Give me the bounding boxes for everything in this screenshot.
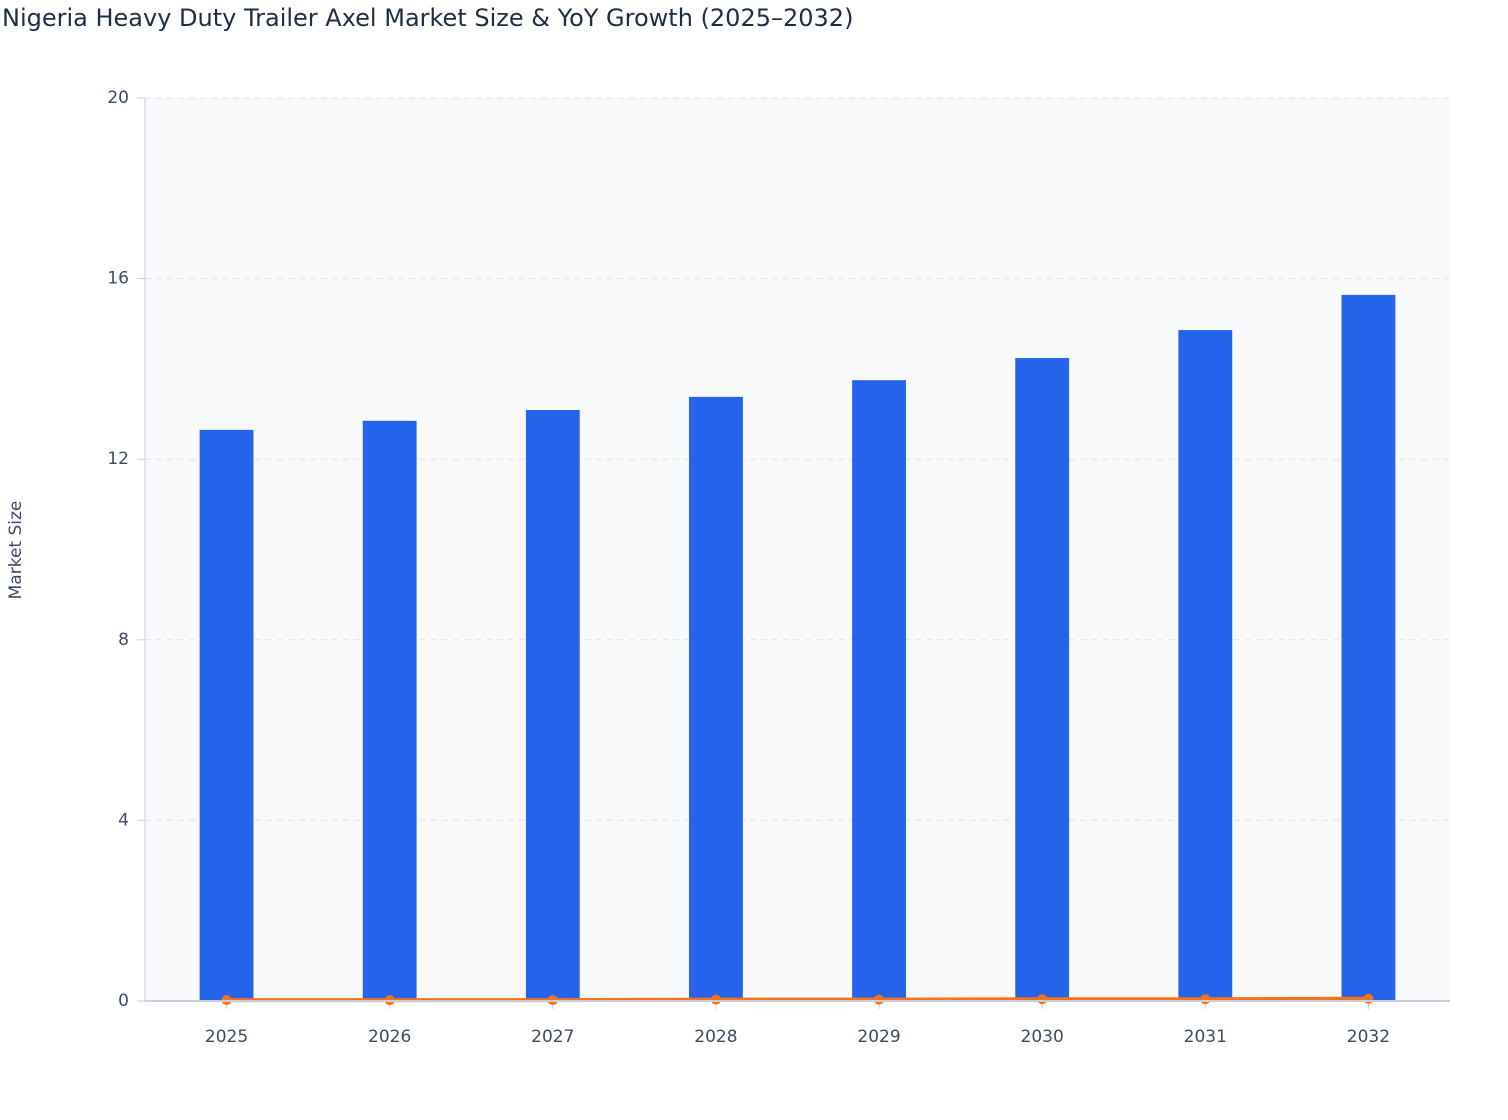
- bar: [525, 409, 580, 1001]
- bar: [1178, 330, 1233, 1001]
- bar: [1015, 358, 1070, 1002]
- x-tick-label: 2032: [1347, 1027, 1390, 1047]
- bar: [852, 380, 906, 1001]
- x-tick-label: 2030: [1021, 1027, 1064, 1047]
- y-tick-label: 0: [118, 991, 129, 1011]
- chart-title: Nigeria Heavy Duty Trailer Axel Market S…: [2, 4, 853, 32]
- line-point: [1200, 994, 1211, 1005]
- y-tick-label: 16: [107, 269, 129, 289]
- x-tick-label: 2029: [857, 1027, 900, 1047]
- y-axis-label: Market Size: [6, 501, 26, 600]
- x-tick-label: 2025: [205, 1027, 248, 1047]
- x-tick-label: 2031: [1184, 1027, 1227, 1047]
- bar: [199, 429, 254, 1001]
- bar: [362, 420, 417, 1001]
- x-tick-label: 2026: [368, 1027, 411, 1047]
- plot-area: [145, 98, 1450, 1001]
- y-tick-label: 20: [107, 88, 129, 108]
- y-tick-label: 4: [118, 810, 129, 830]
- line-point: [874, 994, 885, 1005]
- line: [226, 996, 1369, 1003]
- y-tick-label: 12: [107, 449, 129, 469]
- y-tick-label: 8: [118, 630, 129, 650]
- x-tick-label: 2027: [531, 1027, 574, 1047]
- line-point: [1363, 993, 1374, 1004]
- bar: [689, 396, 743, 1001]
- line-point: [1037, 994, 1048, 1005]
- x-tick-label: 2028: [694, 1027, 737, 1047]
- bar: [1341, 294, 1396, 1001]
- line-point: [710, 994, 721, 1005]
